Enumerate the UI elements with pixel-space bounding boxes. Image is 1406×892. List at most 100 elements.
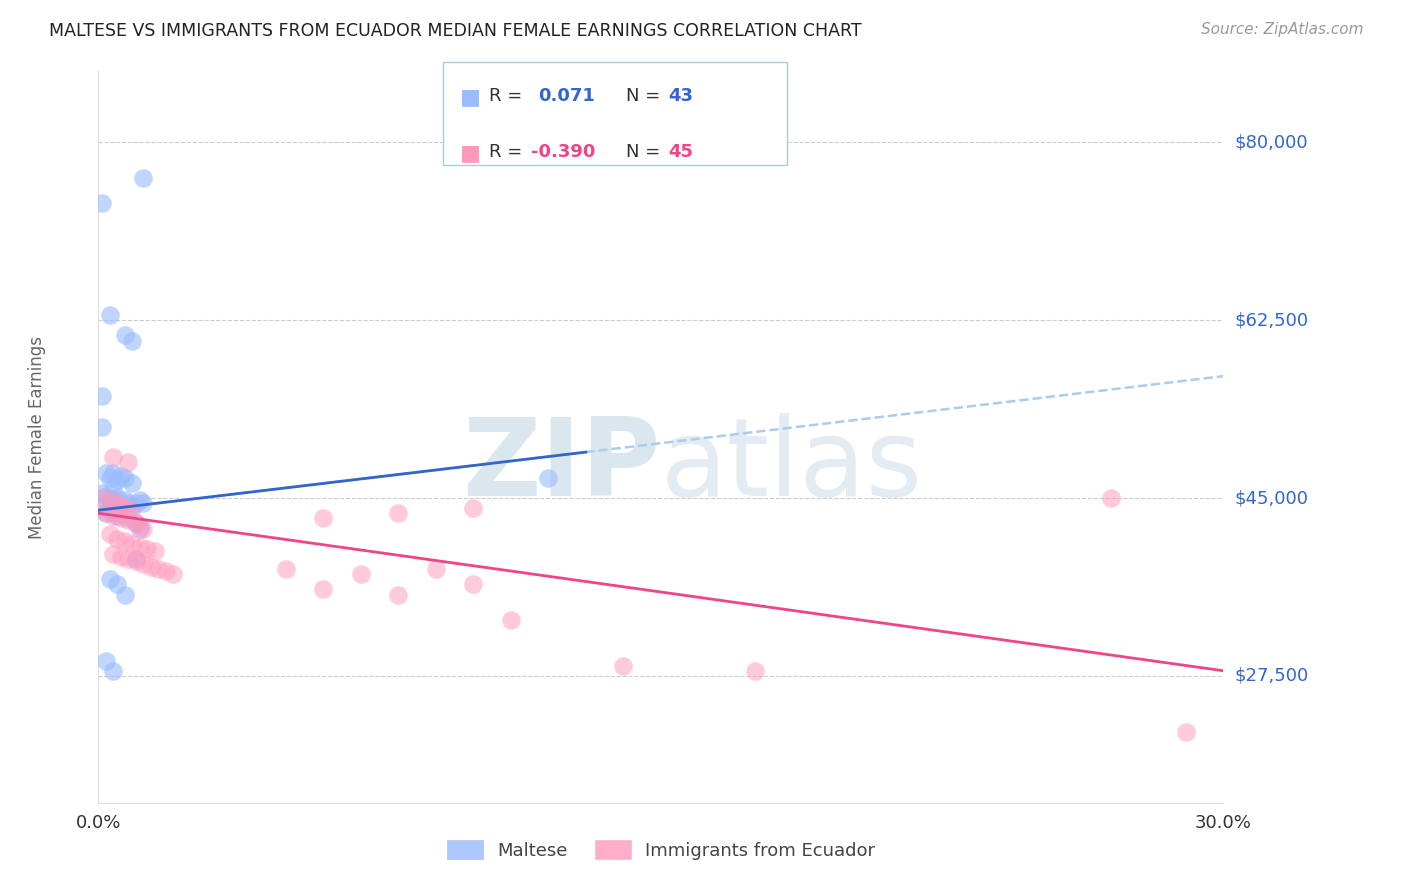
Point: [91, 491, 114, 505]
Point: [312, 582, 335, 597]
Point: [103, 481, 125, 495]
Text: MALTESE VS IMMIGRANTS FROM ECUADOR MEDIAN FEMALE EARNINGS CORRELATION CHART: MALTESE VS IMMIGRANTS FROM ECUADOR MEDIA…: [49, 22, 862, 40]
Point: [103, 506, 125, 520]
Point: [98, 308, 121, 322]
Legend: Maltese, Immigrants from Ecuador: Maltese, Immigrants from Ecuador: [439, 833, 883, 867]
Point: [105, 509, 128, 524]
Text: N =: N =: [626, 87, 665, 105]
Text: ■: ■: [460, 143, 481, 162]
Point: [132, 171, 155, 186]
Text: $45,000: $45,000: [1234, 489, 1309, 507]
Point: [121, 475, 143, 490]
Point: [117, 455, 139, 469]
Point: [114, 493, 136, 508]
Point: [94, 654, 117, 668]
Text: -0.390: -0.390: [531, 143, 596, 161]
Point: [103, 450, 125, 465]
Point: [91, 486, 114, 500]
Point: [114, 588, 136, 602]
Point: [98, 526, 121, 541]
Point: [110, 499, 132, 513]
Point: [117, 552, 139, 566]
Point: [132, 557, 155, 571]
Point: [91, 196, 114, 211]
Point: [128, 521, 150, 535]
Point: [98, 471, 121, 485]
Point: [128, 519, 150, 533]
Point: [463, 501, 485, 516]
Point: [612, 658, 634, 673]
Text: $27,500: $27,500: [1234, 667, 1309, 685]
Point: [110, 468, 132, 483]
Point: [121, 334, 143, 348]
Point: [117, 511, 139, 525]
Point: [350, 567, 373, 582]
Point: [125, 516, 148, 531]
Point: [114, 501, 136, 516]
Point: [128, 493, 150, 508]
Point: [110, 496, 132, 510]
Point: [125, 554, 148, 568]
Point: [143, 544, 166, 558]
Point: [103, 466, 125, 480]
Point: [162, 567, 184, 582]
Text: Source: ZipAtlas.com: Source: ZipAtlas.com: [1201, 22, 1364, 37]
Point: [148, 562, 170, 576]
Point: [117, 513, 139, 527]
Point: [110, 506, 132, 520]
Point: [155, 564, 177, 578]
Point: [744, 664, 766, 678]
Point: [117, 496, 139, 510]
Point: [128, 540, 150, 554]
Text: 43: 43: [668, 87, 693, 105]
Point: [98, 572, 121, 586]
Point: [98, 503, 121, 517]
Point: [94, 489, 117, 503]
Point: [105, 532, 128, 546]
Point: [121, 537, 143, 551]
Point: [125, 552, 148, 566]
Point: [132, 521, 155, 535]
Point: [125, 496, 148, 510]
Point: [110, 549, 132, 564]
Point: [110, 511, 132, 525]
Point: [312, 511, 335, 525]
Point: [98, 491, 121, 505]
Point: [94, 506, 117, 520]
Point: [463, 577, 485, 591]
Text: ZIP: ZIP: [463, 413, 661, 519]
Point: [114, 471, 136, 485]
Point: [125, 516, 148, 531]
Point: [499, 613, 522, 627]
Point: [274, 562, 297, 576]
Point: [105, 496, 128, 510]
Text: N =: N =: [626, 143, 665, 161]
Point: [114, 533, 136, 548]
Text: 45: 45: [668, 143, 693, 161]
Point: [105, 491, 128, 505]
Point: [132, 496, 155, 510]
Text: ■: ■: [460, 87, 481, 107]
Point: [387, 588, 409, 602]
Point: [91, 501, 114, 516]
Point: [94, 506, 117, 520]
Point: [103, 664, 125, 678]
Point: [103, 493, 125, 508]
Point: [103, 547, 125, 561]
Text: 0.071: 0.071: [538, 87, 595, 105]
Point: [537, 471, 560, 485]
Point: [121, 499, 143, 513]
Text: R =: R =: [489, 87, 534, 105]
Point: [103, 509, 125, 524]
Point: [105, 473, 128, 487]
Point: [121, 503, 143, 517]
Point: [136, 541, 159, 556]
Point: [94, 466, 117, 480]
Text: R =: R =: [489, 143, 529, 161]
Point: [139, 560, 162, 574]
Point: [387, 506, 409, 520]
Point: [1174, 724, 1197, 739]
Text: $62,500: $62,500: [1234, 311, 1309, 329]
Point: [98, 493, 121, 508]
Point: [91, 389, 114, 403]
